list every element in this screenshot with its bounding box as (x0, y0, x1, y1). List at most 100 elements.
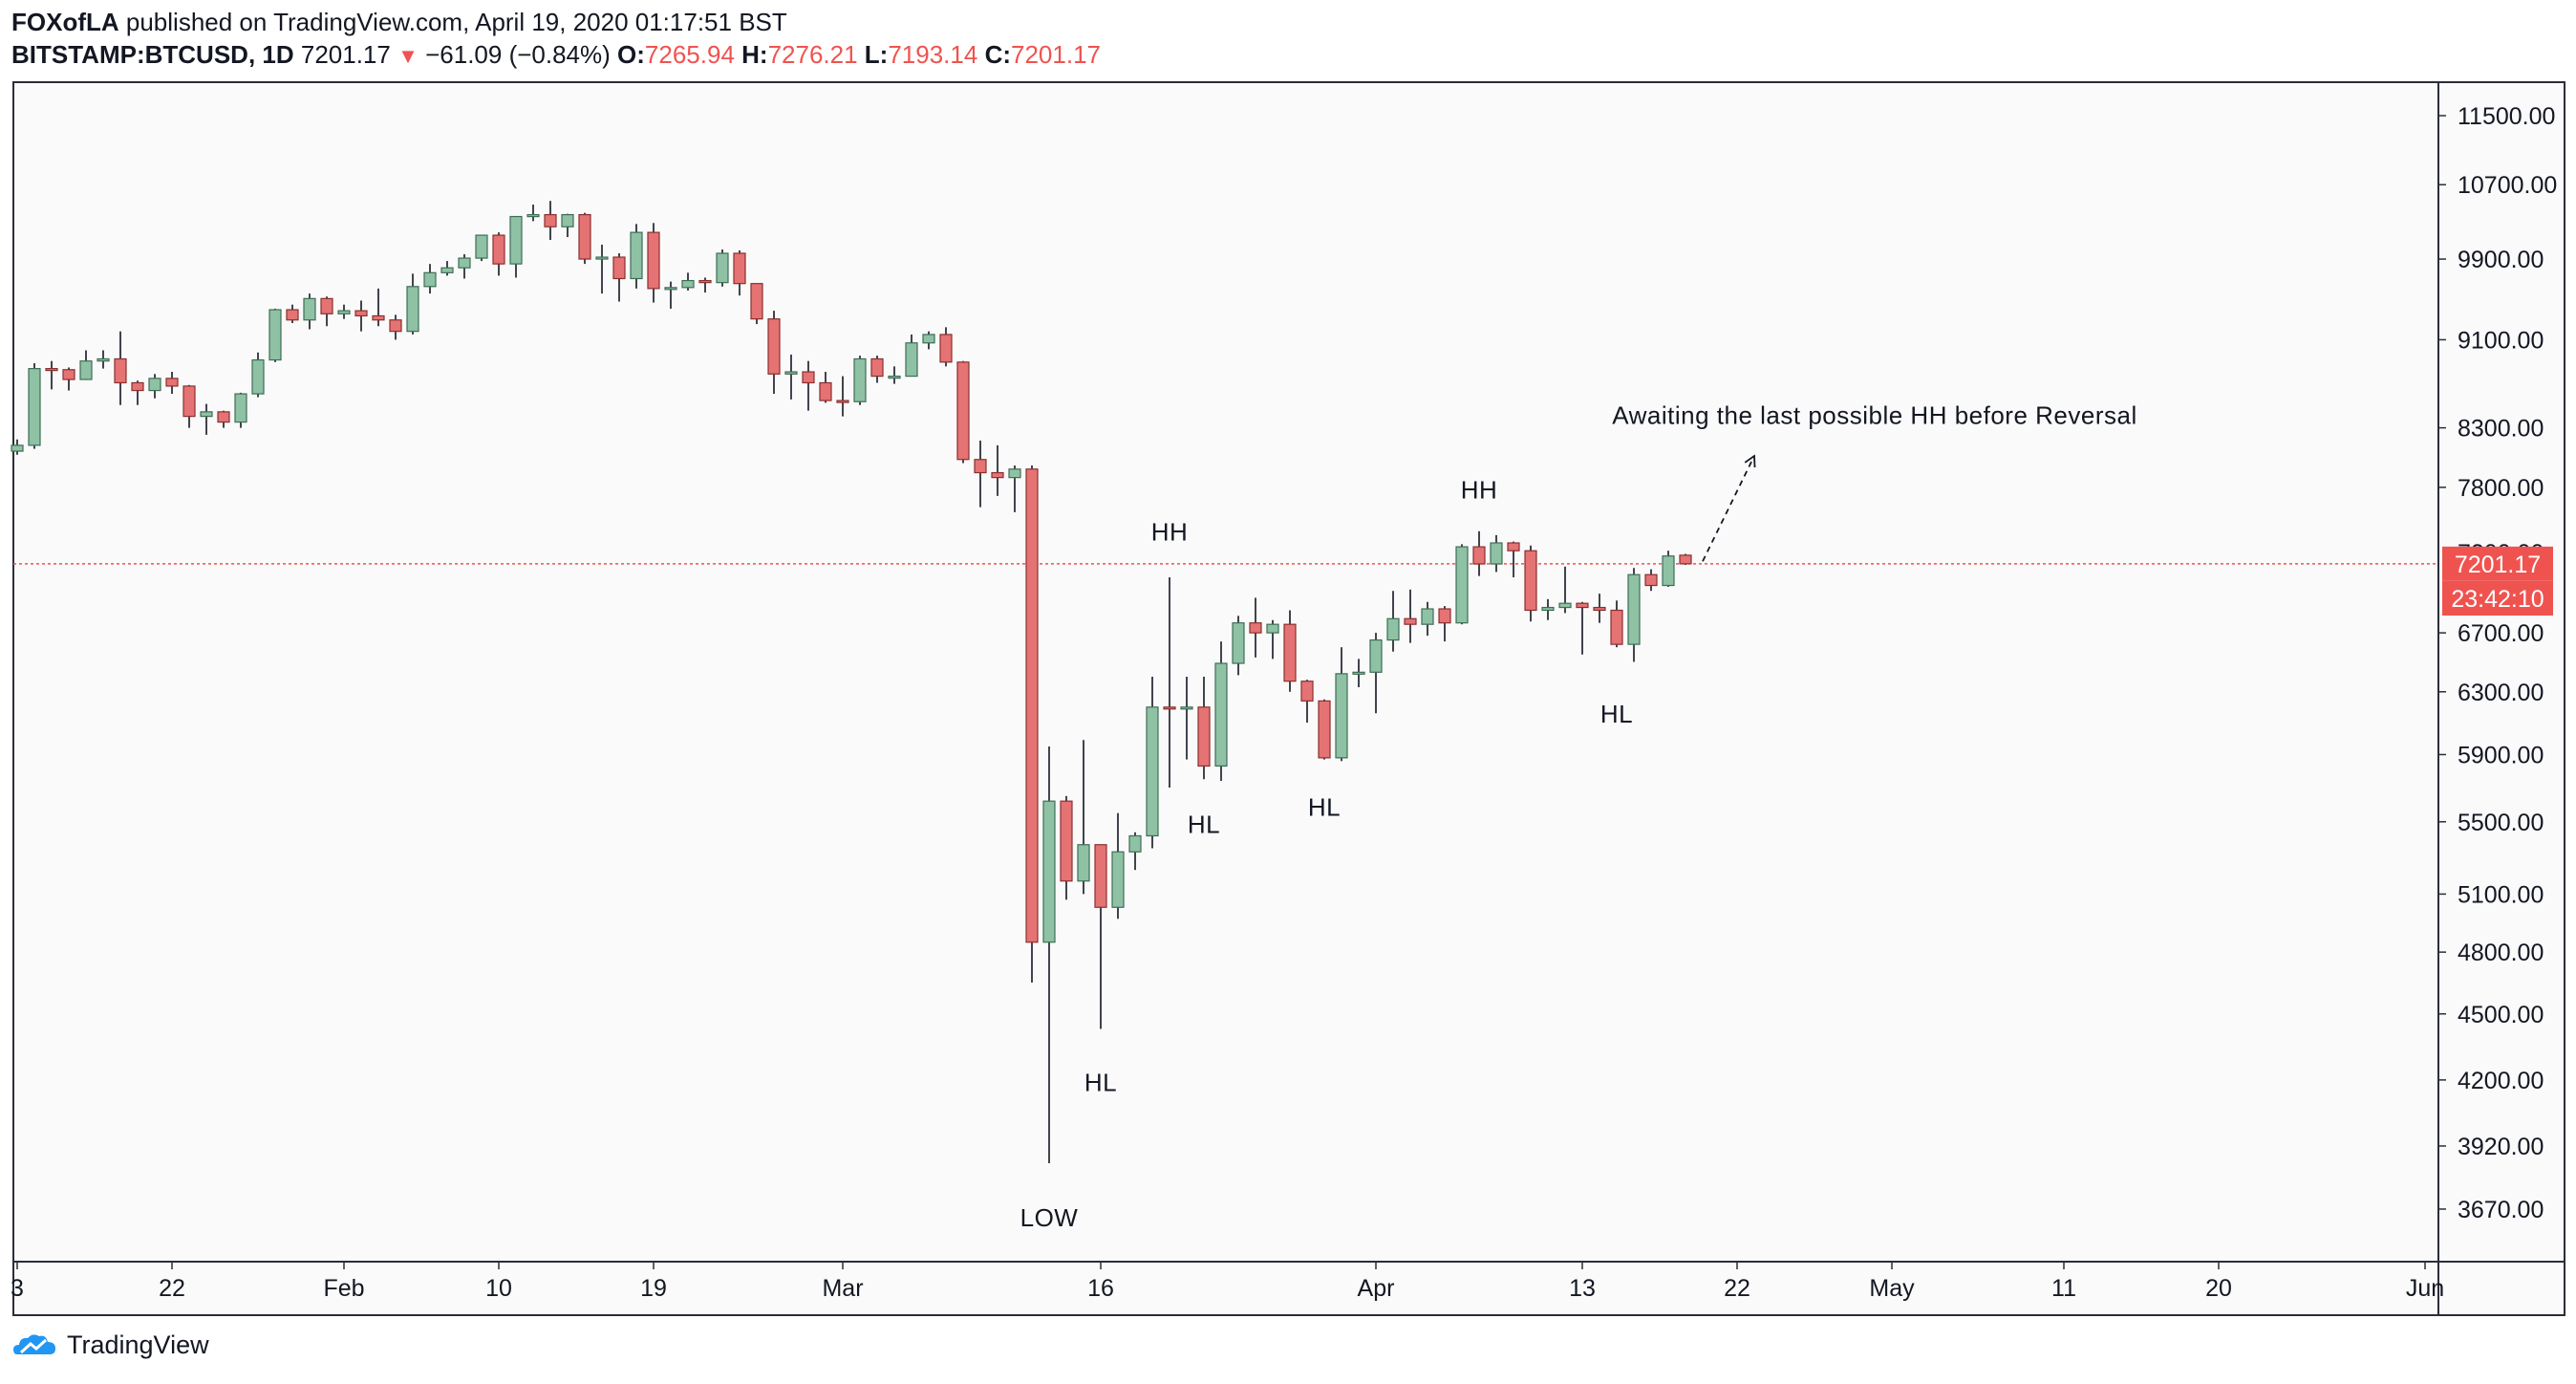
candle-body (475, 234, 488, 259)
price-axis[interactable]: 3670.00 3920.00 4200.00 4500.00 4800.00 5100.… (2438, 103, 2557, 1223)
candle (1644, 569, 1658, 592)
candle-body (1042, 800, 1056, 943)
candle-body (750, 283, 763, 320)
candle (406, 273, 419, 335)
price-tick-label: 11500.00 (2458, 103, 2555, 130)
time-tick-label: Feb (323, 1275, 364, 1302)
candle (750, 283, 763, 325)
candle (1077, 740, 1090, 895)
time-tick-label: 13 (1569, 1275, 1596, 1302)
candle (1369, 633, 1383, 714)
candle-body (1008, 468, 1021, 479)
candle (802, 360, 815, 411)
candle-body (458, 257, 471, 269)
candle (1146, 676, 1159, 849)
candle-body (681, 279, 695, 289)
low-label: L: (864, 40, 889, 69)
candle-body (182, 385, 196, 418)
candle-body (819, 381, 832, 401)
candle-body (11, 444, 24, 452)
candle-body (217, 411, 230, 423)
candle (97, 350, 110, 369)
time-tick-label: 19 (640, 1275, 667, 1302)
candle-body (526, 213, 540, 218)
published-text: published on TradingView.com, April 19, … (125, 8, 787, 36)
candle-body (1644, 573, 1658, 587)
price-tick-label: 3920.00 (2458, 1134, 2544, 1160)
open-value: 7265.94 (644, 40, 735, 69)
candle-body (165, 378, 179, 387)
candle (148, 374, 161, 399)
candle (1128, 832, 1142, 871)
price-tick-label: 6700.00 (2458, 620, 2544, 647)
candle (372, 288, 385, 327)
candle (1094, 844, 1107, 1029)
candle-body (664, 287, 677, 291)
candle-body (1318, 700, 1331, 759)
candle-body (1610, 609, 1623, 645)
candle (526, 205, 540, 222)
candle-body (853, 357, 867, 402)
candle-body (956, 361, 970, 461)
price-tick-label: 10700.00 (2458, 172, 2557, 199)
candle-body (372, 314, 385, 321)
tradingview-cloud-icon (13, 1333, 55, 1354)
candle (79, 350, 93, 380)
candle (1541, 598, 1555, 620)
candle-body (1627, 573, 1641, 645)
candle-body (28, 368, 41, 446)
candle-body (578, 213, 591, 260)
candle (664, 281, 677, 309)
candle-body (991, 471, 1004, 479)
candle-body (870, 357, 884, 378)
candle (200, 403, 213, 435)
candle (1025, 465, 1039, 983)
candle (1318, 699, 1331, 760)
candle (1335, 647, 1348, 762)
candle-body (1060, 800, 1073, 882)
candle (509, 215, 523, 278)
candle-body (1283, 623, 1297, 682)
candle (819, 372, 832, 403)
candle (492, 232, 505, 276)
candle (182, 384, 196, 428)
candle-body (1438, 608, 1451, 624)
time-tick-label: Jun (2406, 1275, 2444, 1302)
tradingview-logo[interactable]: TradingView (11, 1330, 209, 1360)
candle (1438, 606, 1451, 642)
price-tick-label: 4500.00 (2458, 1002, 2544, 1028)
price-tick-label: 4800.00 (2458, 940, 2544, 966)
candle (1627, 568, 1641, 662)
candle-body (1146, 706, 1159, 837)
candle (303, 293, 316, 330)
candle-body (1111, 851, 1125, 908)
candle (475, 234, 488, 262)
candle-body (1490, 542, 1503, 565)
chart-annotation: HH (1151, 517, 1189, 546)
candle-body (1541, 606, 1555, 612)
candle (45, 360, 58, 390)
candle (1593, 594, 1606, 623)
candle-body (509, 215, 523, 265)
price-tick-label: 4200.00 (2458, 1068, 2544, 1094)
candle-body (1369, 639, 1383, 673)
candle-body (320, 297, 333, 314)
candle-body (1077, 844, 1090, 882)
candle (1386, 591, 1400, 652)
countdown-tag-value: 23:42:10 (2451, 586, 2544, 613)
time-axis[interactable]: 3 22 Feb 10 19 Mar 16 Apr 13 22 May 11 20 Jun (11, 1262, 2444, 1302)
author-name[interactable]: FOXofLA (11, 8, 119, 36)
chart-annotation: LOW (1020, 1203, 1079, 1232)
candle (423, 264, 437, 294)
candle-body (1232, 622, 1245, 664)
chart-annotation: Awaiting the last possible HH before Rev… (1612, 401, 2137, 430)
candle (578, 212, 591, 265)
candle-body (1180, 706, 1193, 710)
candle-body (1386, 617, 1400, 641)
price-change: −61.09 (−0.84%) (425, 40, 611, 69)
chart-annotation: HL (1084, 1069, 1117, 1097)
candle (1576, 601, 1589, 655)
candle (1300, 680, 1314, 724)
candle (1283, 610, 1297, 692)
